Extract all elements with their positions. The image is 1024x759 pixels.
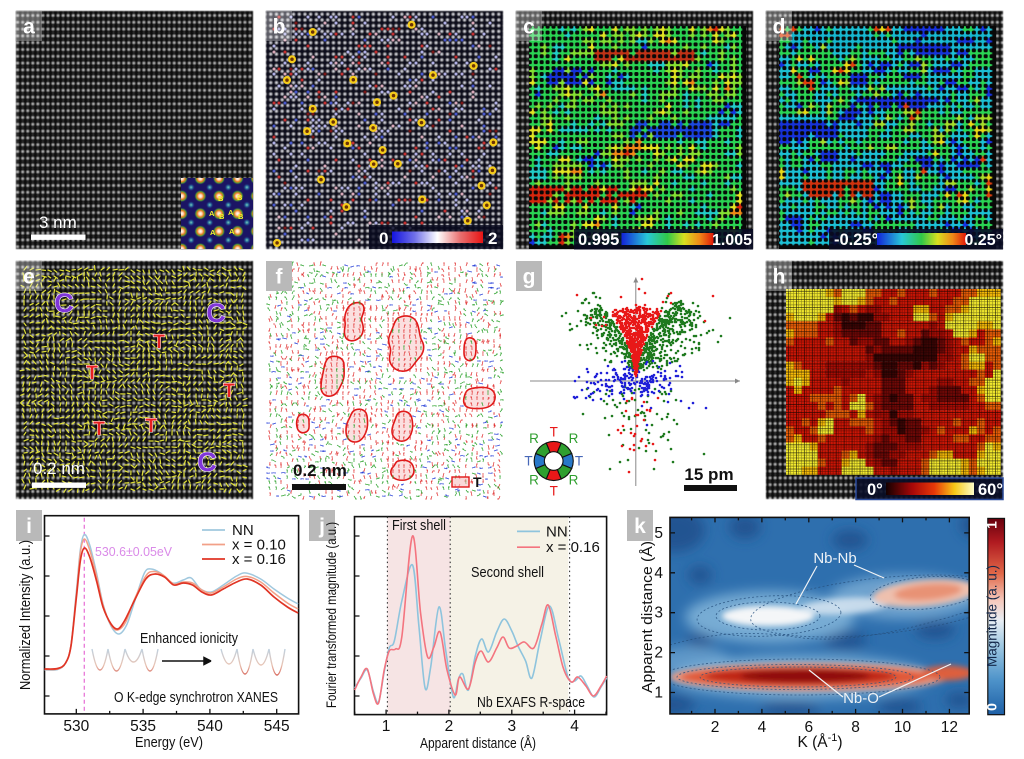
svg-text:Second shell: Second shell	[471, 565, 544, 581]
svg-text:535: 535	[130, 718, 156, 735]
svg-text:h: h	[773, 266, 786, 289]
svg-text:Nb-O: Nb-O	[843, 690, 879, 707]
svg-text:T: T	[93, 419, 105, 440]
svg-text:Normalized Intensity (a.u.): Normalized Intensity (a.u.)	[18, 540, 34, 690]
svg-text:Magnitude (a. u.): Magnitude (a. u.)	[985, 565, 1000, 667]
svg-text:T: T	[223, 381, 235, 402]
svg-text:C: C	[54, 288, 74, 318]
svg-text:B: B	[238, 212, 244, 221]
svg-text:A: A	[228, 208, 234, 217]
svg-text:c: c	[523, 16, 535, 39]
svg-text:T: T	[550, 484, 558, 499]
svg-text:a: a	[23, 16, 35, 39]
svg-text:2: 2	[488, 229, 497, 248]
svg-text:540: 540	[197, 718, 223, 735]
svg-text:Apparent distance (Å): Apparent distance (Å)	[639, 541, 656, 693]
svg-text:x = 0.10: x = 0.10	[232, 537, 286, 554]
svg-text:2: 2	[445, 718, 454, 735]
svg-text:T: T	[473, 474, 482, 490]
svg-text:0.25°: 0.25°	[964, 232, 1002, 249]
svg-text:4: 4	[570, 718, 579, 735]
svg-text:x = 0.16: x = 0.16	[546, 539, 600, 556]
svg-text:B: B	[219, 212, 225, 221]
svg-text:NN: NN	[546, 523, 568, 540]
svg-text:R: R	[569, 473, 579, 488]
svg-text:b: b	[273, 16, 286, 39]
svg-text:A: A	[209, 209, 215, 218]
svg-text:g: g	[523, 266, 536, 289]
svg-text:i: i	[26, 515, 32, 538]
svg-text:C: C	[197, 447, 217, 477]
svg-text:0.995: 0.995	[578, 231, 619, 249]
svg-text:3: 3	[654, 605, 663, 622]
svg-text:T: T	[550, 425, 558, 440]
svg-text:e: e	[23, 266, 35, 289]
svg-text:T: T	[145, 416, 157, 437]
svg-text:Nb EXAFS R-space: Nb EXAFS R-space	[477, 695, 585, 711]
svg-text:B: B	[237, 193, 243, 202]
svg-text:0.2 nm: 0.2 nm	[293, 461, 347, 480]
svg-text:4: 4	[758, 719, 767, 736]
svg-text:-0.25°: -0.25°	[834, 231, 878, 249]
svg-text:0.2 nm: 0.2 nm	[33, 459, 85, 478]
svg-text:T: T	[575, 454, 583, 469]
svg-text:1: 1	[382, 718, 391, 735]
svg-text:3 nm: 3 nm	[39, 213, 77, 232]
svg-text:5: 5	[654, 525, 663, 542]
svg-text:j: j	[318, 515, 325, 538]
svg-text:15 pm: 15 pm	[684, 465, 733, 484]
svg-text:0: 0	[379, 229, 388, 248]
svg-text:1: 1	[984, 521, 1000, 529]
svg-text:C: C	[206, 298, 226, 328]
svg-text:A: A	[229, 227, 235, 236]
svg-text:T: T	[153, 332, 165, 353]
svg-text:k: k	[634, 515, 646, 538]
svg-text:NN: NN	[232, 522, 254, 539]
svg-text:12: 12	[941, 719, 958, 736]
svg-text:60°: 60°	[978, 481, 1003, 499]
svg-text:R: R	[529, 473, 539, 488]
svg-text:3: 3	[507, 718, 516, 735]
svg-text:6: 6	[804, 719, 813, 736]
svg-text:f: f	[276, 266, 284, 289]
svg-text:545: 545	[264, 718, 290, 735]
svg-text:10: 10	[894, 719, 912, 736]
svg-text:4: 4	[654, 565, 663, 582]
svg-text:8: 8	[851, 719, 860, 736]
svg-text:d: d	[773, 16, 786, 39]
svg-text:530: 530	[63, 718, 89, 735]
svg-text:B: B	[218, 194, 224, 203]
svg-text:Energy (eV): Energy (eV)	[135, 735, 203, 751]
svg-text:T: T	[524, 454, 532, 469]
svg-text:R: R	[529, 431, 539, 446]
svg-text:1.005: 1.005	[712, 232, 752, 249]
svg-text:2: 2	[711, 719, 720, 736]
svg-text:1: 1	[654, 685, 663, 702]
svg-text:Enhanced ionicity: Enhanced ionicity	[140, 630, 238, 647]
svg-text:Fourier transformed magnitude: Fourier transformed magnitude (a.u.)	[323, 522, 339, 708]
svg-text:530.6±0.05eV: 530.6±0.05eV	[95, 544, 172, 559]
svg-text:Nb-Nb: Nb-Nb	[813, 550, 856, 567]
svg-text:0: 0	[984, 703, 1000, 711]
svg-text:x = 0.16: x = 0.16	[232, 551, 286, 568]
svg-text:R: R	[569, 431, 579, 446]
svg-text:Apparent distance (Å): Apparent distance (Å)	[420, 735, 536, 752]
svg-text:First shell: First shell	[392, 518, 446, 534]
svg-text:T: T	[86, 363, 98, 384]
svg-text:2: 2	[654, 645, 663, 662]
svg-text:A: A	[210, 228, 216, 237]
svg-text:O K-edge synchrotron XANES: O K-edge synchrotron XANES	[114, 690, 278, 706]
svg-text:0°: 0°	[867, 481, 883, 499]
